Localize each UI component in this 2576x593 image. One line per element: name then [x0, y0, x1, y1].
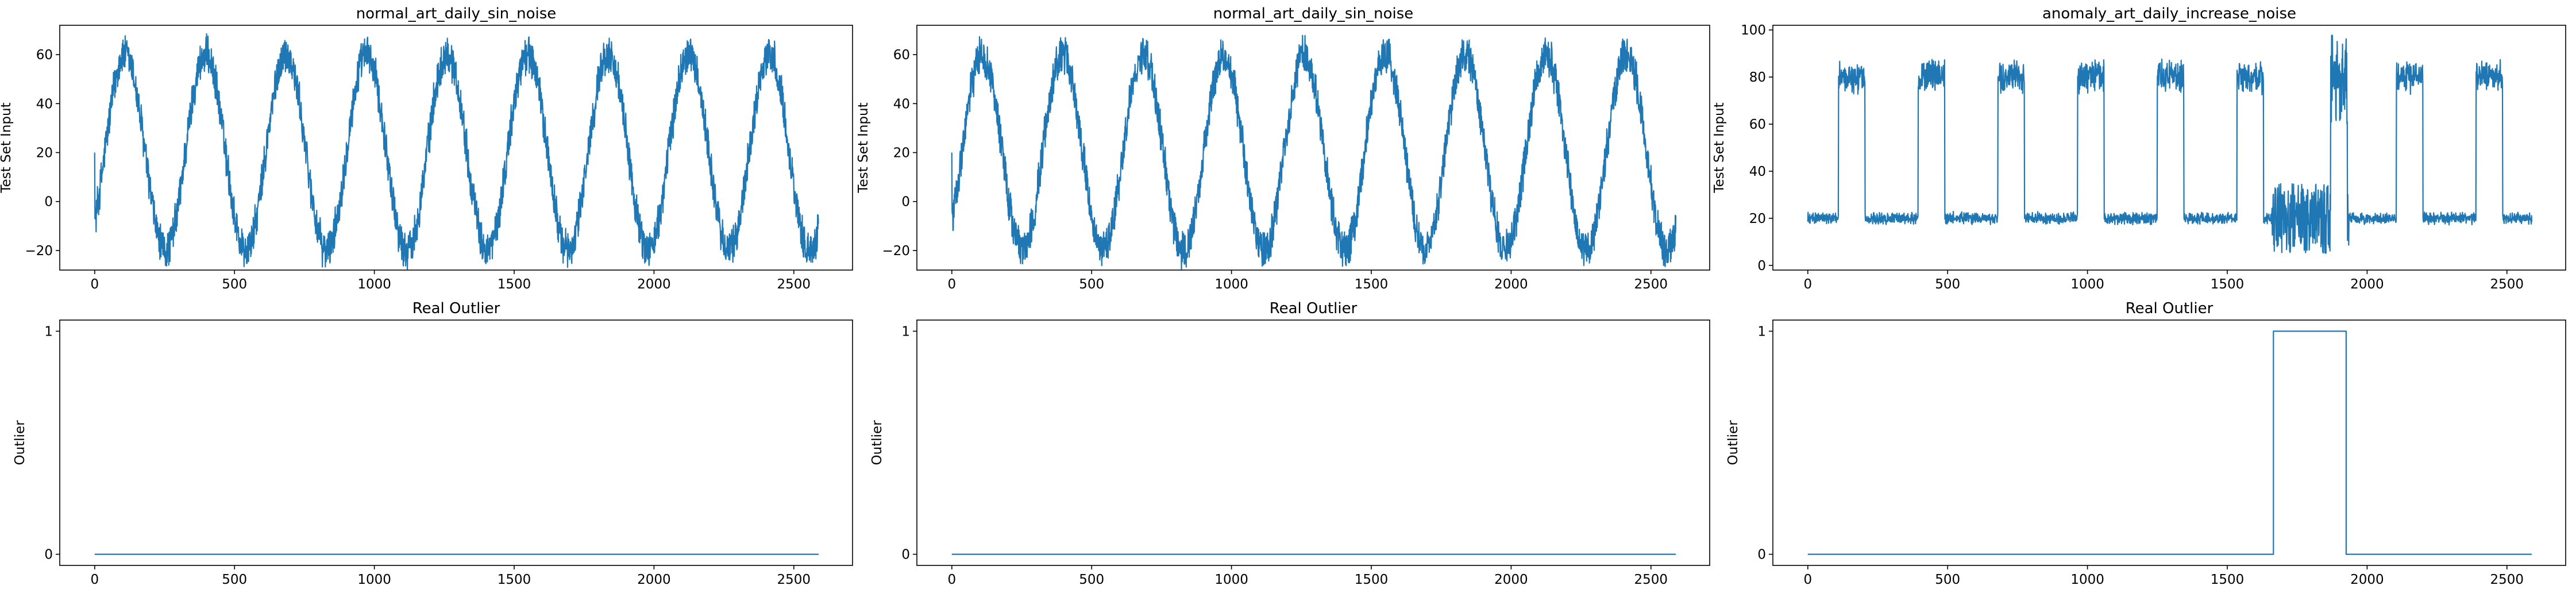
y-tick-label: 1	[1757, 324, 1766, 339]
chart-title: anomaly_art_daily_increase_noise	[2042, 5, 2296, 22]
y-tick-label: 1	[44, 324, 53, 339]
y-tick-label: 0	[44, 195, 53, 210]
x-tick-label: 1000	[357, 572, 391, 587]
series-line	[1807, 330, 2532, 555]
y-tick-label: 40	[1749, 164, 1766, 179]
x-tick-label: 0	[91, 277, 99, 292]
x-tick-label: 2000	[637, 572, 671, 587]
x-tick-label: 2000	[2350, 277, 2384, 292]
x-tick-label: 1000	[2070, 572, 2104, 587]
y-tick-label: 80	[1749, 70, 1766, 85]
y-tick-label: 20	[36, 146, 53, 161]
x-tick-label: 1500	[1355, 572, 1389, 587]
y-tick-label: 60	[893, 48, 910, 63]
x-tick-label: 500	[222, 572, 247, 587]
series-line	[1807, 34, 2533, 254]
x-tick-label: 1000	[2070, 277, 2104, 292]
x-tick-label: 1500	[2211, 572, 2245, 587]
x-tick-label: 0	[948, 572, 957, 587]
y-tick-label: 0	[1757, 548, 1766, 563]
x-tick-label: 500	[222, 277, 247, 292]
chart-title: Real Outlier	[2126, 300, 2213, 317]
axes-frame	[59, 319, 853, 566]
x-tick-label: 1500	[2211, 277, 2245, 292]
y-tick-label: 0	[901, 548, 910, 563]
chart-title: Real Outlier	[412, 300, 500, 317]
series-line	[951, 34, 1677, 270]
x-tick-label: 2500	[1634, 277, 1668, 292]
axes-frame	[916, 25, 1710, 271]
x-tick-label: 1000	[1214, 277, 1248, 292]
y-tick-label: 0	[901, 195, 910, 210]
chart-title: normal_art_daily_sin_noise	[1213, 5, 1414, 22]
x-tick-label: 2500	[777, 572, 811, 587]
y-tick-label: 20	[1749, 211, 1766, 226]
chart-panel-4: 0 500 1000 1500 2000 2500 0 1 Real Outlier Outlie…	[13, 300, 853, 587]
x-tick-label: 1500	[498, 277, 531, 292]
x-tick-label: 2000	[1494, 277, 1528, 292]
y-tick-label: 60	[36, 48, 53, 63]
y-axis-label: Test Set Input	[0, 102, 14, 193]
axes-frame	[59, 25, 853, 271]
y-axis-label: Outlier	[870, 420, 885, 465]
chart-panel-6: 0 500 1000 1500 2000 2500 0 1 Real Outlier Outlie…	[1726, 300, 2566, 587]
x-tick-label: 0	[948, 277, 957, 292]
x-tick-label: 1000	[357, 277, 391, 292]
x-tick-label: 2500	[777, 277, 811, 292]
y-tick-label: 0	[44, 548, 53, 563]
x-tick-label: 2000	[1494, 572, 1528, 587]
x-tick-label: 500	[1079, 572, 1104, 587]
y-tick-label: 0	[1757, 259, 1766, 274]
y-tick-label: 40	[36, 97, 53, 111]
series-line	[94, 33, 819, 270]
chart-panel-1: 0 500 1000 1500 2000 2500 −20 0 20 40 60 normal_art…	[0, 5, 853, 292]
x-tick-label: 1500	[498, 572, 531, 587]
x-tick-label: 500	[1935, 572, 1960, 587]
x-tick-label: 2500	[1634, 572, 1668, 587]
y-tick-label: 40	[893, 97, 910, 111]
y-tick-label: 1	[901, 324, 910, 339]
x-tick-label: 2500	[2490, 277, 2524, 292]
x-tick-label: 1500	[1355, 277, 1389, 292]
axes-frame	[916, 319, 1710, 566]
y-axis-label: Test Set Input	[856, 102, 871, 193]
y-axis-label: Test Set Input	[1712, 102, 1727, 193]
x-tick-label: 1000	[1214, 572, 1248, 587]
x-tick-label: 0	[1804, 572, 1813, 587]
y-tick-label: −20	[882, 244, 910, 259]
y-axis-label: Outlier	[13, 420, 28, 465]
chart-panel-2: 0 500 1000 1500 2000 2500 −20 0 20 40 60 normal_art…	[856, 5, 1710, 292]
x-tick-label: 2000	[2350, 572, 2384, 587]
x-tick-label: 0	[91, 572, 99, 587]
y-tick-label: 60	[1749, 117, 1766, 132]
x-tick-label: 500	[1079, 277, 1104, 292]
chart-panel-3: 0 500 1000 1500 2000 2500 0 20 40 60 80 100 anomaly_…	[1712, 5, 2566, 292]
y-tick-label: 100	[1741, 23, 1766, 38]
axes-frame	[1772, 319, 2566, 566]
x-tick-label: 2500	[2490, 572, 2524, 587]
x-tick-label: 0	[1804, 277, 1813, 292]
x-tick-label: 2000	[637, 277, 671, 292]
y-tick-label: −20	[25, 244, 53, 259]
y-tick-label: 20	[893, 146, 910, 161]
axes-frame	[1772, 25, 2566, 271]
chart-panel-5: 0 500 1000 1500 2000 2500 0 1 Real Outlier Outlie…	[870, 300, 1710, 587]
chart-title: normal_art_daily_sin_noise	[356, 5, 557, 22]
x-tick-label: 500	[1935, 277, 1960, 292]
chart-title: Real Outlier	[1270, 300, 1358, 317]
y-axis-label: Outlier	[1726, 420, 1741, 465]
